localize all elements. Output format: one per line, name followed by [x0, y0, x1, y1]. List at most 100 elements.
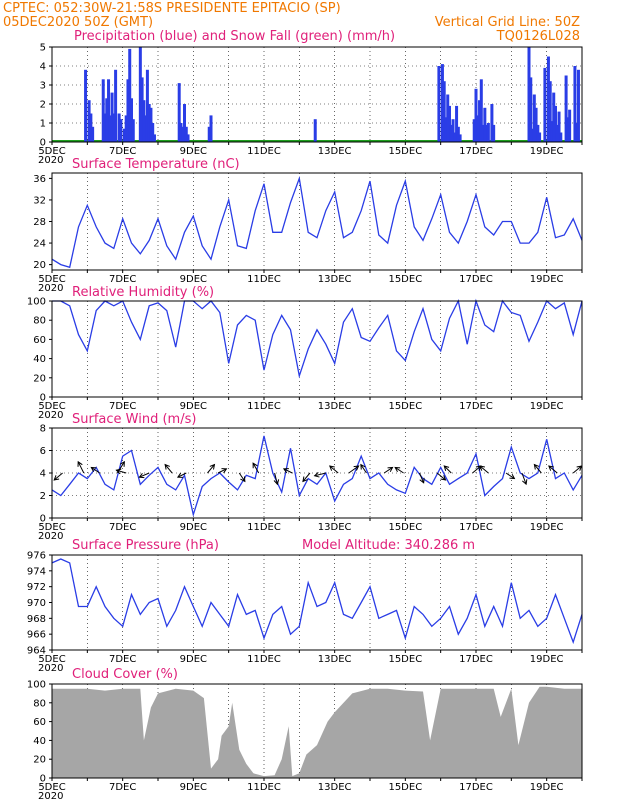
temp-xtick-label: 15DEC — [388, 274, 422, 285]
wind-arrow — [394, 466, 404, 474]
wind-arrow-head — [440, 475, 447, 481]
wind-arrow-head — [240, 476, 246, 483]
wind-ytick-label: 4 — [40, 469, 46, 480]
wind-arrow — [283, 468, 293, 474]
rh-xtick-label: 13DEC — [318, 401, 352, 412]
wind-line — [51, 435, 583, 518]
wind-arrow — [472, 465, 482, 474]
temp-xtick-label: 9DEC — [180, 274, 207, 285]
precip-bar — [122, 128, 126, 142]
precip-bar — [105, 98, 109, 142]
precip-bar — [451, 119, 455, 142]
wind-arrow-head — [77, 460, 83, 467]
precip-ytick-label: 5 — [40, 43, 46, 54]
precip-bar — [529, 77, 533, 142]
wind-arrow — [419, 472, 425, 483]
rh-ytick-label: 100 — [27, 297, 46, 308]
wind-arrow-head — [115, 468, 122, 475]
precip-ytick-label: 0 — [40, 138, 46, 149]
wind-arrow — [443, 465, 452, 474]
cloud-ytick-label: 20 — [33, 755, 46, 766]
precip-bar — [179, 123, 183, 142]
pres-xtick-label: 17DEC — [459, 654, 493, 665]
precip-year-label: 2020 — [38, 155, 63, 166]
temp-xtick-label: 11DEC — [247, 274, 281, 285]
precip-ytick-label: 4 — [40, 62, 46, 73]
panel-pres: Surface Pressure (hPa) Model Altitude: 34… — [27, 538, 583, 674]
precip-bar — [568, 109, 572, 142]
wind-arrow-head — [53, 475, 60, 481]
precip-bar — [152, 134, 156, 142]
precip-bar — [455, 105, 459, 142]
precip-bar — [490, 104, 494, 142]
wind-arrow — [164, 464, 173, 474]
precip-bar — [485, 124, 489, 142]
rh-ytick-label: 0 — [40, 393, 46, 404]
wind-arrow-head — [360, 463, 366, 470]
precip-bar — [151, 123, 155, 142]
precip-xtick-label: 17DEC — [459, 146, 493, 157]
precip-bar — [313, 119, 317, 142]
wind-arrow — [238, 472, 246, 482]
rh-xtick-label: 7DEC — [109, 401, 136, 412]
precip-bar — [119, 119, 123, 142]
wind-xtick-label: 17DEC — [459, 522, 493, 533]
precip-bar — [573, 66, 577, 142]
wind-arrow — [533, 464, 542, 474]
precip-bar — [566, 117, 570, 142]
pres-annotation: Model Altitude: 340.286 m — [302, 538, 475, 553]
precip-bar — [103, 113, 107, 142]
pres-frame — [51, 554, 583, 651]
wind-xtick-label: 9DEC — [180, 522, 207, 533]
cloud-ytick-label: 40 — [33, 736, 46, 747]
panel-wind: Surface Wind (m/s) 0 2 4 6 8 5DEC 7DEC 9DEC 11DEC… — [38, 412, 583, 542]
precip-bar — [532, 94, 536, 142]
wind-title: Surface Wind (m/s) — [72, 412, 196, 427]
temp-ytick-label: 32 — [33, 195, 46, 206]
cloud-title: Cloud Cover (%) — [72, 667, 178, 682]
precip-bar — [209, 115, 213, 142]
precip-xtick-label: 15DEC — [388, 146, 422, 157]
precip-bar — [131, 119, 135, 142]
precip-bar — [114, 69, 118, 142]
rh-ytick-label: 80 — [33, 316, 46, 327]
precip-bar — [476, 115, 480, 142]
precip-bar — [456, 126, 460, 142]
precip-bar — [444, 117, 448, 142]
cloud-xtick-label: 17DEC — [459, 782, 493, 793]
wind-xtick-label: 7DEC — [109, 522, 136, 533]
cloud-xtick-label: 13DEC — [318, 782, 352, 793]
precip-bar — [548, 81, 552, 142]
temp-line — [51, 175, 583, 269]
precip-bar — [207, 126, 211, 142]
wind-arrow-head — [353, 465, 360, 471]
pres-year-label: 2020 — [38, 663, 63, 674]
temp-xtick-label: 5DEC — [38, 274, 65, 285]
wind-arrow-head — [90, 466, 97, 473]
wind-arrow — [360, 464, 367, 474]
precip-bar — [87, 100, 91, 142]
pres-xtick-label: 19DEC — [530, 654, 564, 665]
temp-ytick-label: 20 — [33, 260, 46, 271]
precip-bar — [147, 104, 151, 142]
precip-bar — [138, 47, 142, 142]
precip-bar — [144, 115, 148, 142]
wind-arrow-head — [509, 473, 516, 480]
wind-arrow — [521, 472, 527, 485]
rh-xtick-label: 11DEC — [247, 401, 281, 412]
precip-bar — [575, 123, 579, 142]
wind-ytick-label: 8 — [40, 424, 46, 435]
panel-cloud: Cloud Cover (%) 0 20 40 60 80 100 5DEC 7DEC 9DEC 1… — [27, 667, 583, 800]
precip-bar — [181, 126, 185, 142]
pres-xtick-label: 9DEC — [180, 654, 207, 665]
precip-bar — [91, 126, 95, 142]
pres-xtick-label: 15DEC — [388, 654, 422, 665]
precip-bar — [448, 105, 451, 142]
wind-arrow — [77, 461, 85, 474]
model-code: TQ0126L028 — [496, 29, 580, 44]
wind-arrow-head — [119, 460, 125, 467]
rh-xtick-label: 15DEC — [388, 401, 422, 412]
wind-arrow-head — [273, 479, 280, 486]
wind-arrow-head — [548, 465, 554, 471]
temp-xtick-label: 17DEC — [459, 274, 493, 285]
